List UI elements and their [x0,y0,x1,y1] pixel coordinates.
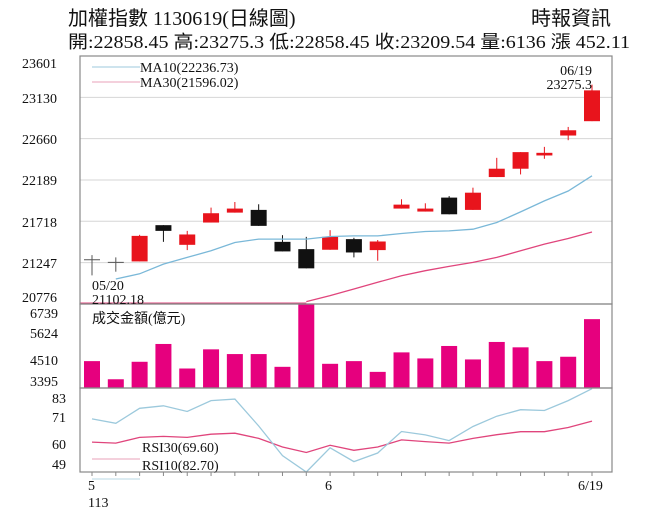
y-tick: 3395 [30,375,58,390]
rsi-y-axis: 83 71 60 49 [52,392,66,473]
volume-bar [226,354,243,388]
y-tick: 4510 [30,354,58,369]
candle-body [464,192,481,210]
volume-bar [584,319,600,388]
volume-bar [393,352,410,388]
rsi10-legend: RSI10(82.70) [142,459,219,474]
candle-body [536,152,553,156]
candle-body [274,241,291,252]
candle-body [560,130,577,136]
candle-body [322,236,339,250]
volume-bar [441,345,458,388]
candle-body [298,249,315,269]
volume-bar [179,368,196,388]
volume-bar [298,304,315,388]
candle-body [441,197,458,215]
candle-body [131,235,148,262]
candle-body [417,208,434,212]
y-tick: 20776 [22,291,57,306]
price-y-axis: 23601 23130 22660 22189 21718 21247 2077… [22,57,57,306]
y-tick: 71 [52,411,66,426]
rsi-panel-frame [79,387,613,473]
volume-bar [131,361,148,388]
price-summary: 開:22858.45 高:23275.3 低:22858.45 收:23209.… [68,32,630,52]
candle-body [345,239,362,253]
gridlines [80,55,612,305]
volume-bar [345,361,362,388]
ma30-line [306,231,593,303]
y-tick: 21718 [22,216,57,231]
y-tick: 22189 [22,174,57,189]
chart-title: 加權指數 1130619(日線圖) [68,7,296,30]
ma10-line [115,175,593,280]
y-tick: 23601 [22,57,57,72]
volume-bar [369,371,386,388]
volume-bar [488,341,505,388]
high-value-label: 23275.3 [547,78,593,93]
volume-bar [322,363,339,388]
volume-y-axis: 6739 5624 4510 3395 [30,307,58,390]
y-tick: 23130 [22,92,57,107]
candle-body [512,152,529,169]
chart-marks [80,84,600,476]
x-tick: 6/19 [578,479,603,494]
y-tick: 5624 [30,327,58,342]
volume-bar [274,366,291,388]
ma30-legend: MA30(21596.02) [140,76,239,91]
y-tick: 83 [52,392,66,407]
volume-bar [203,349,220,388]
source-label: 時報資訊 [531,7,611,30]
rsi10-line [91,388,593,473]
volume-bar [250,354,267,388]
volume-title: 成交金額(億元) [92,310,186,327]
candle-body [250,209,267,226]
volume-bar [560,356,577,388]
x-tick: 5 [88,479,95,494]
candle-body [179,234,196,245]
y-tick: 22660 [22,133,57,148]
volume-bar [417,358,434,388]
volume-bar [512,347,529,388]
x-tick: 6 [325,479,332,494]
volume-bar [155,343,172,388]
volume-bar [536,361,553,388]
y-tick: 21247 [22,257,57,272]
high-date-label: 06/19 [560,64,592,79]
y-tick: 6739 [30,307,58,322]
low-value-label: 21102.18 [92,293,144,308]
candle-body [393,204,410,209]
rsi30-line [91,420,593,454]
y-tick: 49 [52,458,66,473]
candle-body [488,168,505,178]
volume-bar [107,379,124,388]
volume-bar [84,361,100,388]
candle-body [369,241,386,251]
rsi30-legend: RSI30(69.60) [142,441,219,456]
candle-body [203,213,220,223]
low-date-label: 05/20 [92,279,124,294]
volume-bar [464,359,481,388]
y-tick: 60 [52,438,66,453]
candle-body [584,90,600,122]
ma10-legend: MA10(22236.73) [140,61,239,76]
candle-body [155,225,172,231]
candle-body [226,208,243,213]
x-tick-year: 113 [88,496,108,511]
